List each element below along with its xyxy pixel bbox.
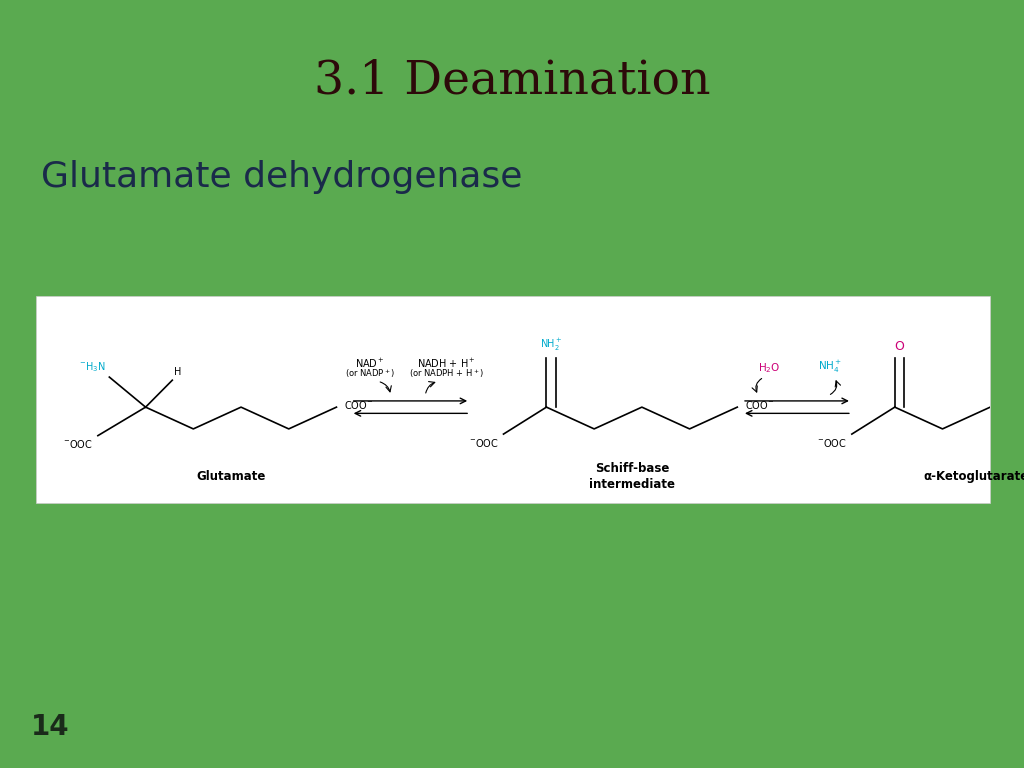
Text: $^{-}$H$_3$N: $^{-}$H$_3$N	[79, 360, 105, 374]
Text: COO$^{-}$: COO$^{-}$	[744, 399, 774, 411]
Text: $^{-}$OOC: $^{-}$OOC	[469, 437, 499, 449]
Text: NH$_2^+$: NH$_2^+$	[540, 336, 562, 353]
Text: COO$^{-}$: COO$^{-}$	[344, 399, 374, 411]
Text: NAD$^+$: NAD$^+$	[355, 356, 385, 370]
Text: 14: 14	[31, 713, 70, 741]
Text: H$_2$O: H$_2$O	[758, 361, 780, 375]
Text: O: O	[895, 339, 904, 353]
Text: (or NADPH + H$^+$): (or NADPH + H$^+$)	[409, 367, 483, 380]
Text: Schiff-base
intermediate: Schiff-base intermediate	[590, 462, 675, 491]
Text: Glutamate dehydrogenase: Glutamate dehydrogenase	[41, 160, 522, 194]
Text: 3.1 Deamination: 3.1 Deamination	[313, 58, 711, 103]
Text: NADH + H$^+$: NADH + H$^+$	[417, 356, 475, 370]
Bar	[36, 296, 990, 503]
Text: α-Ketoglutarate: α-Ketoglutarate	[924, 469, 1024, 482]
Text: $^{-}$OOC: $^{-}$OOC	[63, 439, 93, 450]
Text: $^{-}$OOC: $^{-}$OOC	[817, 437, 847, 449]
Text: (or NADP$^+$): (or NADP$^+$)	[345, 367, 395, 380]
Text: Glutamate: Glutamate	[197, 469, 266, 482]
Text: H: H	[174, 367, 181, 377]
Text: NH$_4^+$: NH$_4^+$	[818, 359, 842, 375]
